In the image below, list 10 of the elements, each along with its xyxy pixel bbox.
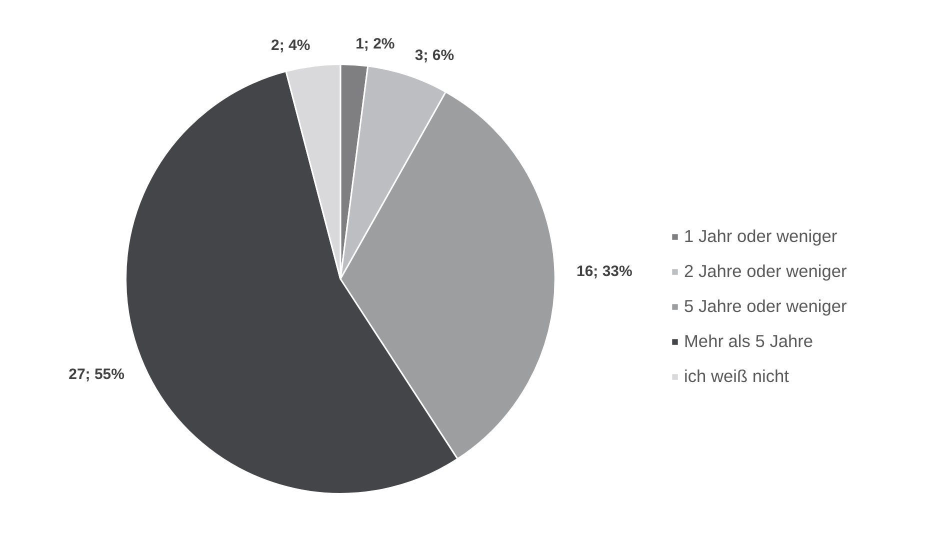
data-label: 16; 33% bbox=[576, 262, 632, 280]
data-label: 27; 55% bbox=[68, 366, 124, 383]
legend-label: Mehr als 5 Jahre bbox=[684, 331, 814, 352]
legend-label: 5 Jahre oder weniger bbox=[684, 296, 847, 317]
legend-label: 1 Jahr oder weniger bbox=[684, 226, 838, 247]
data-label: 1; 2% bbox=[356, 35, 395, 52]
legend-label: 2 Jahre oder weniger bbox=[684, 261, 847, 282]
legend-label: ich weiß nicht bbox=[684, 366, 789, 387]
data-label: 3; 6% bbox=[414, 46, 454, 64]
data-label: 2; 4% bbox=[271, 36, 310, 54]
